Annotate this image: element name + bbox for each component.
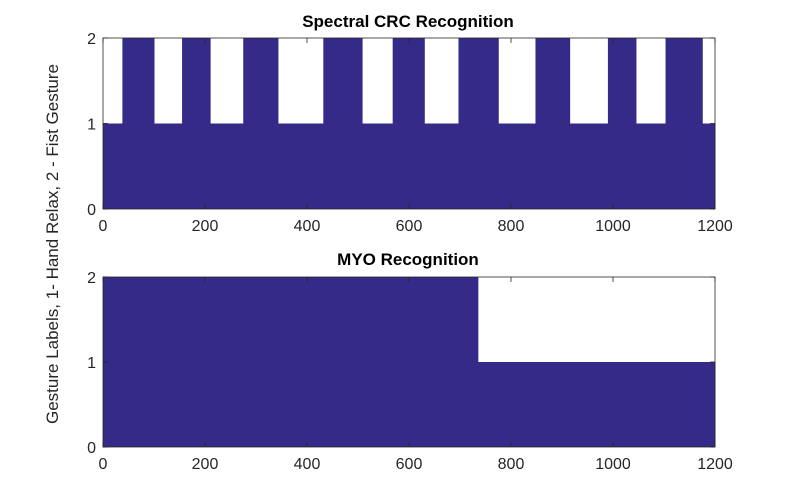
area-segment xyxy=(569,123,609,209)
x-tick-label: 600 xyxy=(396,218,423,235)
x-tick-label: 1200 xyxy=(697,218,733,235)
y-tick-label: 2 xyxy=(87,31,96,48)
x-tick-label: 0 xyxy=(99,218,108,235)
x-tick-label: 600 xyxy=(396,456,423,473)
area-segment xyxy=(277,123,324,209)
y-tick-label: 0 xyxy=(87,202,96,219)
area-segment xyxy=(665,38,703,209)
x-tick-label: 800 xyxy=(498,456,525,473)
x-tick-label: 200 xyxy=(192,218,219,235)
x-tick-label: 200 xyxy=(192,456,219,473)
area-segment xyxy=(362,123,394,209)
area-segment xyxy=(243,38,279,209)
area-segment xyxy=(424,123,459,209)
x-tick-label: 0 xyxy=(99,456,108,473)
area-series xyxy=(103,277,716,447)
area-segment xyxy=(182,38,211,209)
area-segment xyxy=(323,38,363,209)
x-axis: 0 200 400 600 800 1000 1200 xyxy=(99,38,733,235)
area-segment xyxy=(458,38,499,209)
area-segment xyxy=(535,38,571,209)
x-tick-label: 800 xyxy=(498,218,525,235)
area-segment xyxy=(635,123,667,209)
x-tick-label: 1000 xyxy=(595,218,631,235)
area-segment xyxy=(392,38,425,209)
area-segment xyxy=(210,123,244,209)
x-tick-label: 1000 xyxy=(595,456,631,473)
area-segment xyxy=(498,123,536,209)
area-segment xyxy=(702,123,716,209)
y-tick-label: 1 xyxy=(87,355,96,372)
spectral-crc-plot: Spectral CRC Recognition 0 200 400 600 800 10… xyxy=(87,12,733,235)
chart-title: MYO Recognition xyxy=(337,250,479,269)
y-tick-label: 2 xyxy=(87,270,96,287)
chart-title: Spectral CRC Recognition xyxy=(302,12,514,31)
y-tick-label: 0 xyxy=(87,440,96,457)
area-segment xyxy=(477,362,716,447)
myo-plot: MYO Recognition 0 200 400 600 800 1000 1200 0 1… xyxy=(87,250,733,473)
x-axis: 0 200 400 600 800 1000 1200 xyxy=(99,277,733,473)
x-tick-label: 400 xyxy=(294,456,321,473)
y-tick-label: 1 xyxy=(87,117,96,134)
area-series xyxy=(103,38,716,209)
x-tick-label: 400 xyxy=(294,218,321,235)
area-segment xyxy=(122,38,155,209)
y-axis: 0 1 2 xyxy=(87,270,715,457)
area-segment xyxy=(103,123,123,209)
y-axis: 0 1 2 xyxy=(87,31,715,219)
area-segment xyxy=(154,123,183,209)
area-segment xyxy=(103,277,479,447)
x-tick-label: 1200 xyxy=(697,456,733,473)
y-axis-label: Gesture Labels, 1- Hand Relax, 2 - Fist … xyxy=(43,64,62,424)
area-segment xyxy=(607,38,637,209)
